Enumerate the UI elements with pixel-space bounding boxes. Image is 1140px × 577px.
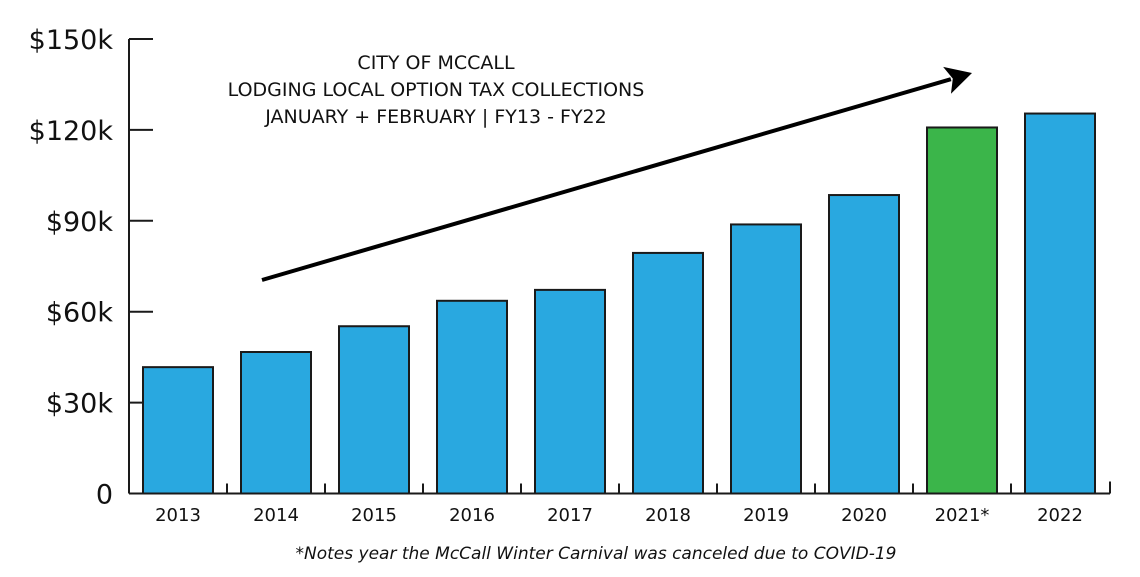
chart-title: CITY OF MCCALL LODGING LOCAL OPTION TAX … <box>228 52 645 128</box>
bar-2020 <box>828 194 900 495</box>
bar-2022 <box>1024 112 1096 495</box>
x-tick-label: 2017 <box>547 505 593 526</box>
y-tick-label: $120k <box>29 116 114 147</box>
title-line-2: LODGING LOCAL OPTION TAX COLLECTIONS <box>228 79 645 101</box>
bar-2019 <box>730 223 802 495</box>
y-tick-label: $30k <box>46 389 114 420</box>
y-tick-label: $150k <box>29 25 114 56</box>
title-line-3: JANUARY + FEBRUARY | FY13 - FY22 <box>264 106 606 128</box>
y-tick-label: 0 <box>96 480 113 511</box>
bar-2017 <box>534 288 606 495</box>
y-axis: 0 $30k $60k $90k $120k $150k <box>29 25 153 511</box>
y-tick-label: $60k <box>46 298 114 329</box>
x-tick-label: 2014 <box>253 505 299 526</box>
bar-2021 <box>926 126 998 495</box>
bar-2014 <box>240 350 312 495</box>
bars <box>142 112 1096 495</box>
x-tick-label: 2019 <box>743 505 789 526</box>
x-tick-label: 2016 <box>449 505 495 526</box>
title-line-1: CITY OF MCCALL <box>357 52 515 74</box>
x-tick-label: 2020 <box>841 505 887 526</box>
x-tick-label: 2021* <box>935 505 990 526</box>
bar-2013 <box>142 366 214 495</box>
y-tick-label: $90k <box>46 207 114 238</box>
trend-arrow-icon <box>261 66 972 282</box>
x-tick-label: 2015 <box>351 505 397 526</box>
footnote: *Notes year the McCall Winter Carnival w… <box>296 544 897 564</box>
x-tick-label: 2018 <box>645 505 691 526</box>
bar-2016 <box>436 299 508 495</box>
x-axis: 2013 2014 2015 2016 2017 2018 2019 2020 2021* 202… <box>129 481 1111 526</box>
x-tick-label: 2013 <box>155 505 201 526</box>
x-tick-label: 2022 <box>1037 505 1083 526</box>
bar-2015 <box>338 325 410 495</box>
bar-2018 <box>632 251 704 495</box>
